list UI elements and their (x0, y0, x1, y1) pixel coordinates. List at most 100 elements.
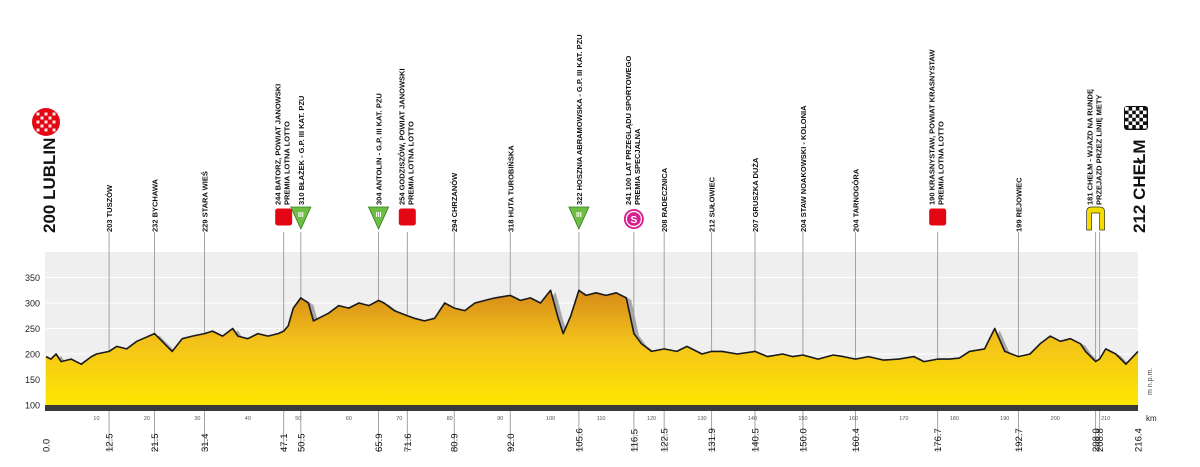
waypoint-name: 181 CHEŁM - WJAZD NA RUNDĘ (1086, 89, 1095, 205)
x-km-label: 208.0 (1091, 428, 1102, 452)
x-minor-tick-label: 100 (546, 416, 555, 422)
x-minor-tick-label: 190 (1000, 416, 1009, 422)
x-km-label: 65.9 (374, 434, 385, 453)
sprint-icon (274, 207, 294, 227)
x-axis-bar (45, 405, 1138, 411)
waypoint-name: 208 RADECZNICA (660, 167, 669, 232)
x-km-label: 176.7 (933, 428, 944, 452)
x-minor-tick-label: 90 (497, 416, 503, 422)
x-km-label: 192.7 (1014, 428, 1025, 452)
x-minor-tick-label: 70 (396, 416, 402, 422)
x-minor-tick-label: 60 (346, 416, 352, 422)
waypoint-name: 232 BYCHAWA (150, 178, 159, 232)
climb-icon-label: III (576, 212, 582, 219)
waypoint-name: 212 SUŁOWIEC (708, 176, 717, 232)
climb-icon: III (568, 206, 590, 230)
waypoint-name: 241 100 LAT PRZEGLĄDU SPORTOWEGO (624, 56, 633, 205)
waypoint-name: 318 HUTA TUROBIŃSKA (506, 145, 515, 232)
waypoint-subname: PRZEJAZD PRZEZ LINIĘ METY (1095, 95, 1104, 205)
x-km-label: 80.9 (450, 434, 461, 453)
waypoint-subname: PREMIA LOTNA LOTTO (406, 121, 415, 205)
y-axis: 100 150 200 250 300 350 (25, 273, 40, 411)
x-minor-tick-label: 160 (849, 416, 858, 422)
x-minor-tick-label: 80 (447, 416, 453, 422)
y-tick-label: 250 (25, 324, 40, 334)
y-tick-label: 100 (25, 401, 40, 411)
x-km-label: 160.4 (851, 428, 862, 452)
x-minor-tick-label: 130 (697, 416, 706, 422)
x-minor-tick-label: 210 (1101, 416, 1110, 422)
finish-marker: 212 CHEŁM (1124, 106, 1149, 233)
x-km-label: 122.5 (660, 428, 671, 452)
x-minor-tick-label: 180 (950, 416, 959, 422)
profile-line (45, 289, 1139, 365)
x-km-label: 21.5 (150, 434, 161, 453)
special-icon: S (623, 209, 644, 229)
finish-label: 212 CHEŁM (1130, 139, 1149, 233)
x-km-label: 150.0 (798, 428, 809, 452)
x-km-label: 71.6 (403, 434, 414, 453)
x-minor-tick-label: 170 (899, 416, 908, 422)
special-icon-label: S (631, 215, 638, 226)
x-km-label: 92.0 (506, 434, 517, 453)
climb-icon: III (290, 206, 312, 230)
waypoint-name: 204 STAW NOAKOWSKI - KOLONIA (799, 105, 808, 232)
x-minor-tick-label: 110 (597, 416, 606, 422)
x-km-label: 31.4 (200, 434, 211, 453)
x-km-label: 47.1 (279, 434, 290, 453)
x-minor-tick-label: 140 (748, 416, 757, 422)
waypoint-subname: PREMIA LOTNA LOTTO (283, 121, 292, 205)
waypoint-name: 294 CHRZANÓW (450, 172, 459, 232)
x-minor-tick-label: 30 (194, 416, 200, 422)
waypoint-name: 304 ANTOLIN - G.P. III KAT. PZU (375, 93, 384, 205)
climb-icon-label: III (298, 212, 304, 219)
sprint-icon (928, 207, 948, 227)
waypoint-labels: 203 TUSZÓW 232 BYCHAWA 229 STARA WIEŚ 244 B… (105, 34, 1104, 232)
y-tick-label: 200 (25, 350, 40, 360)
start-label: 200 LUBLIN (40, 138, 59, 233)
loop-icon (1086, 206, 1105, 231)
waypoint-subname: PREMIA SPECJALNA (633, 128, 642, 205)
x-km-label: 105.6 (574, 428, 585, 452)
y-axis-unit: m n.p.m. (1147, 368, 1154, 395)
x-km-label: 131.9 (707, 428, 718, 452)
waypoint-name: 207 GRUSZKA DUŻA (751, 157, 760, 232)
x-minor-tick-label: 40 (245, 416, 251, 422)
x-axis-waypoint-labels: 0.0 12.5 21.5 31.4 47.1 50.5 65.9 71.6 80.9 92.0 1… (42, 428, 1145, 452)
waypoint-name: 229 STARA WIEŚ (200, 171, 209, 232)
x-km-label: 50.5 (296, 434, 307, 453)
x-minor-tick-label: 150 (798, 416, 807, 422)
finish-flag-icon (1124, 106, 1148, 130)
sprint-icon (397, 207, 417, 227)
x-km-label: 116.5 (629, 429, 640, 452)
waypoint-icons: III III III S (274, 206, 1105, 231)
waypoint-name: 322 HOSZNIA ABRAMOWSKA - G.P. III KAT. P… (575, 34, 584, 205)
x-axis-unit: km (1146, 414, 1157, 423)
climb-icon-label: III (376, 212, 382, 219)
climb-icon: III (367, 206, 390, 230)
x-km-label: 216.4 (1134, 428, 1145, 452)
waypoint-name: 244 BATORZ, POWIAT JANOWSKI (274, 84, 283, 205)
start-flag-pattern (36, 112, 56, 132)
waypoint-name: 204 TARNOGÓRA (851, 168, 860, 232)
x-minor-tick-label: 10 (93, 416, 99, 422)
waypoint-name: 199 REJOWIEC (1014, 177, 1023, 232)
y-tick-label: 150 (25, 375, 40, 385)
x-minor-tick-label: 20 (144, 416, 150, 422)
waypoint-name: 254 GODZISZÓW, POWIAT JANOWSKI (397, 68, 406, 205)
x-minor-tick-label: 50 (295, 416, 301, 422)
x-km-label: 12.5 (105, 434, 116, 453)
start-marker: 200 LUBLIN (32, 108, 60, 233)
x-minor-tick-label: 120 (647, 416, 656, 422)
waypoint-name: 310 BŁAŻEK - G.P. III KAT. PZU (297, 96, 306, 205)
y-tick-label: 300 (25, 299, 40, 309)
waypoint-subname: PREMIA LOTNA LOTTO (937, 121, 946, 205)
x-km-label: 0.0 (42, 439, 53, 452)
x-km-label: 208.8 (1095, 428, 1106, 452)
y-tick-label: 350 (25, 273, 40, 283)
waypoint-name: 190 KRASNYSTAW, POWIAT KRASNYSTAW (928, 49, 937, 205)
x-minor-tick-label: 200 (1051, 416, 1060, 422)
profile-area (46, 290, 1138, 405)
x-km-label: 140.5 (750, 428, 761, 452)
